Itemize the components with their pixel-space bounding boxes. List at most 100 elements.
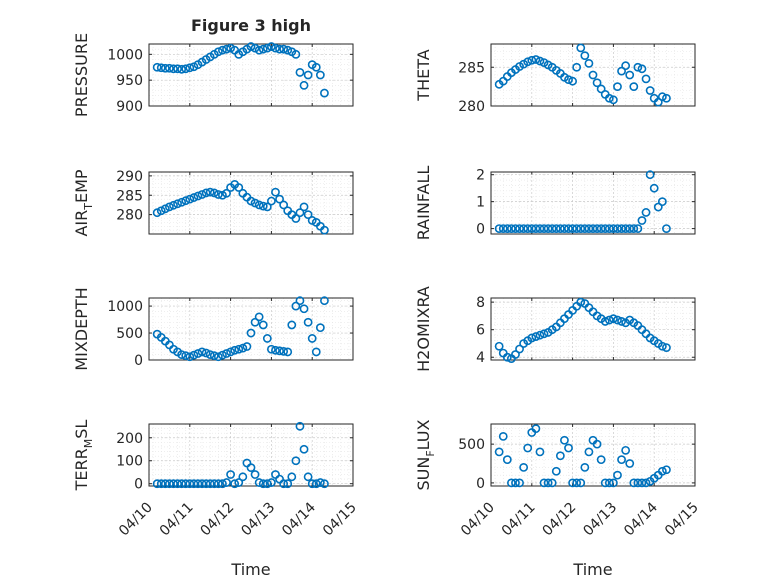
data-point — [494, 447, 504, 457]
data-point — [291, 49, 301, 59]
data-point — [568, 224, 577, 234]
data-point — [609, 314, 618, 324]
data-point — [315, 70, 325, 80]
data-point — [295, 68, 305, 77]
y-axis-label: THETA — [414, 49, 433, 101]
y-tick-label: 0 — [134, 477, 143, 493]
data-point — [201, 348, 211, 358]
data-point — [633, 224, 643, 234]
data-point — [173, 64, 182, 74]
y-tick-label: 290 — [116, 169, 143, 185]
data-point — [311, 479, 321, 489]
data-point — [527, 55, 537, 65]
x-tick-label: 04/14 — [279, 499, 319, 539]
data-point — [246, 463, 256, 473]
data-point — [279, 200, 289, 210]
y-label-subscript: M — [82, 439, 95, 449]
y-axis-label: RAINFALL — [414, 166, 433, 241]
data-point — [262, 334, 272, 343]
data-point — [181, 196, 191, 206]
x-tick-label: 04/10 — [458, 500, 498, 540]
data-point — [604, 315, 614, 325]
data-point — [576, 297, 586, 307]
data-point — [173, 199, 182, 209]
y-label-main: RAINFALL — [414, 166, 433, 241]
data-point — [596, 84, 606, 94]
data-point — [189, 193, 199, 202]
data-point — [531, 224, 541, 234]
x-tick-label: 04/11 — [157, 500, 197, 540]
data-point — [543, 224, 553, 234]
y-axis-label: PRESSURE — [72, 33, 91, 117]
data-point — [246, 42, 256, 51]
data-point — [539, 478, 549, 488]
data-point — [307, 216, 317, 225]
y-tick-label: 0 — [134, 353, 143, 369]
data-point — [209, 351, 219, 361]
y-tick-label: 280 — [116, 208, 143, 224]
data-point — [185, 479, 195, 489]
data-point — [531, 424, 541, 434]
data-point — [584, 224, 594, 234]
data-point — [173, 479, 182, 489]
data-point — [315, 323, 325, 333]
data-point — [625, 70, 635, 80]
data-point — [222, 188, 231, 198]
subplot-5: 0 500 1000 MIXDEPTH — [72, 287, 354, 371]
data-point — [641, 208, 651, 217]
data-point — [315, 478, 325, 487]
data-point — [262, 202, 272, 212]
data-point — [234, 344, 244, 354]
data-point — [271, 43, 280, 53]
data-point — [584, 58, 594, 68]
y-tick-label: 950 — [116, 73, 143, 89]
data-point — [156, 206, 166, 216]
data-point — [515, 224, 524, 234]
data-point — [299, 304, 309, 314]
data-point — [185, 194, 195, 204]
series-markers — [494, 170, 671, 234]
data-point — [584, 447, 594, 457]
data-point — [604, 478, 614, 488]
data-point — [156, 63, 166, 73]
data-point — [320, 296, 329, 306]
data-point — [637, 64, 647, 74]
data-point — [218, 350, 227, 360]
data-point — [230, 479, 240, 489]
y-tick-label: 285 — [458, 60, 485, 76]
data-point — [266, 196, 276, 206]
axes-frame — [490, 171, 696, 235]
data-point — [535, 224, 545, 234]
data-point — [266, 478, 276, 487]
data-point — [600, 224, 610, 234]
data-point — [250, 470, 260, 479]
data-point — [515, 344, 524, 354]
data-point — [568, 478, 577, 488]
data-point — [592, 78, 602, 88]
data-point — [307, 334, 317, 343]
data-point — [657, 92, 667, 102]
data-point — [258, 44, 268, 54]
data-point — [592, 224, 602, 234]
data-point — [613, 470, 622, 480]
data-point — [641, 478, 651, 488]
data-point — [271, 187, 280, 197]
data-point — [287, 320, 297, 330]
data-point — [555, 224, 565, 234]
data-point — [502, 455, 512, 465]
data-point — [580, 51, 590, 61]
data-point — [177, 197, 187, 207]
data-point — [218, 190, 227, 200]
data-point — [238, 472, 248, 482]
data-point — [560, 224, 569, 234]
data-point — [205, 187, 215, 197]
data-point — [181, 351, 191, 361]
data-point — [564, 75, 573, 85]
data-point — [279, 346, 289, 356]
data-point — [596, 455, 606, 465]
axes-frame — [148, 423, 354, 487]
x-tick-label: 04/15 — [662, 500, 702, 540]
data-point — [258, 201, 268, 211]
data-point — [576, 43, 586, 53]
data-point — [250, 198, 260, 208]
